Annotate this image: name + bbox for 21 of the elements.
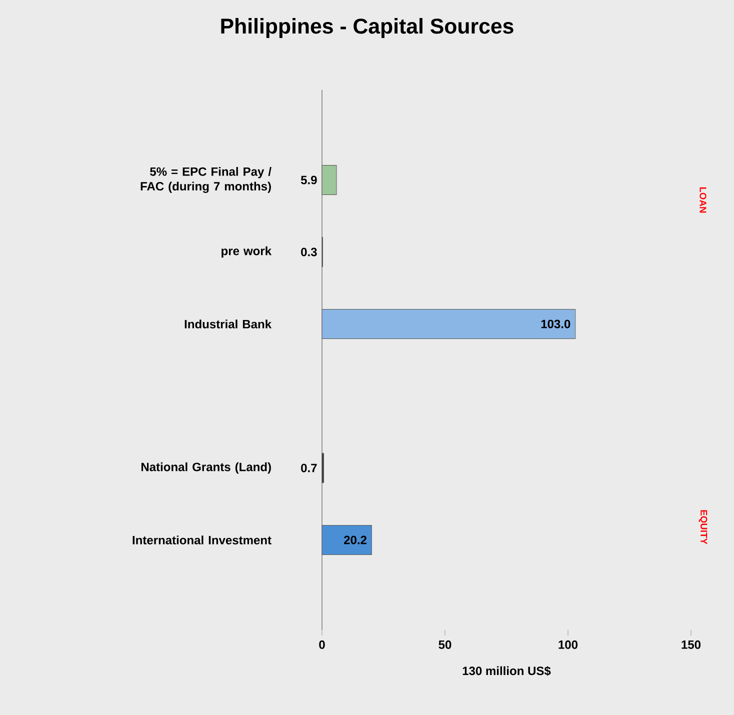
y-tick-label: National Grants (Land) — [141, 462, 271, 474]
data-label: 0.7 — [301, 464, 317, 472]
data-label: 5.9 — [300, 176, 317, 184]
data-label: 0.3 — [301, 248, 317, 256]
y-tick-label: pre work — [222, 246, 272, 258]
text: EQUITY — [698, 510, 708, 544]
data-label: 20.2 — [344, 536, 366, 544]
x-tick-label: 50 — [438, 640, 452, 649]
y-tick-label: International Investment — [132, 536, 272, 544]
x-tick-label: 150 — [682, 640, 701, 649]
bar — [322, 165, 337, 195]
y-tick-label: 5% = EPC Final Pay / FAC (during 7 months) — [140, 167, 272, 193]
data-label: 103.0 — [541, 320, 570, 328]
x-tick-label: 100 — [558, 640, 578, 649]
chart-title: Philippines - Capital Sources — [221, 18, 514, 38]
x-tick-label: 0 — [319, 640, 325, 649]
y-tick-label: Industrial Bank — [184, 320, 272, 328]
bar — [322, 525, 372, 555]
x-axis-title: 130 million US$ — [462, 666, 551, 676]
text: LOAN — [700, 187, 706, 213]
bar — [322, 309, 576, 339]
